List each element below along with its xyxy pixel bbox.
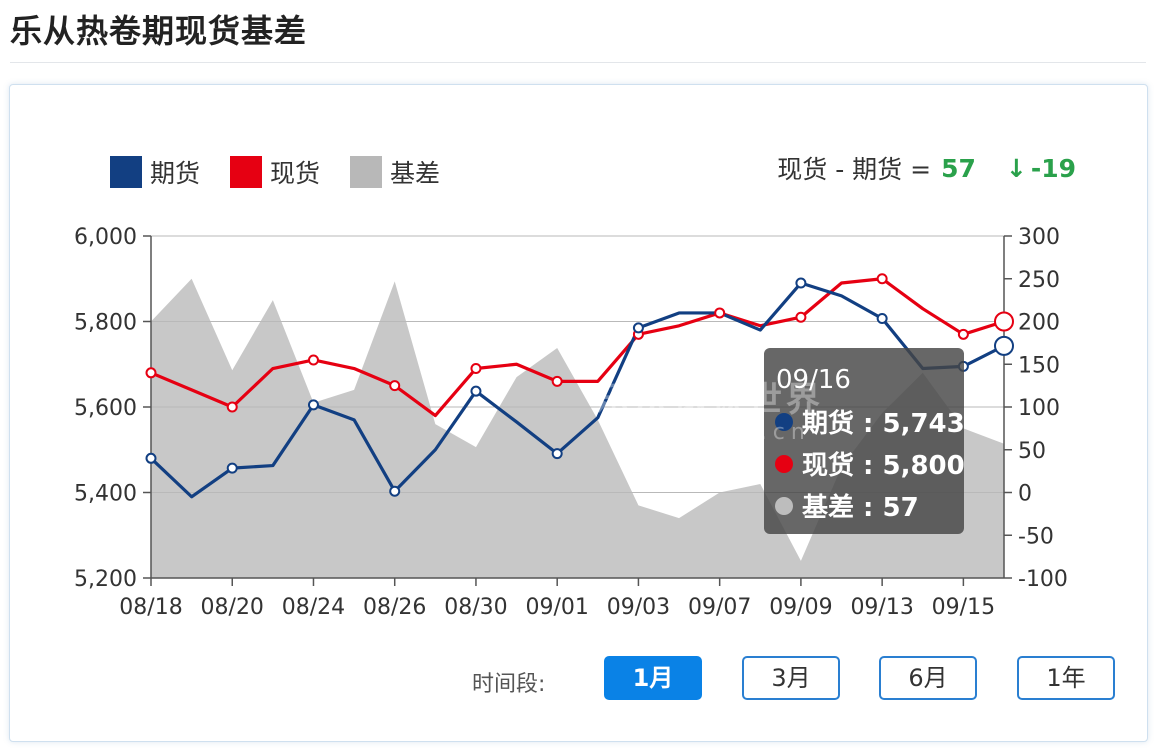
legend-swatch-spot <box>230 156 263 188</box>
y-right-tick-label: 300 <box>1018 225 1060 250</box>
basis-summary: 现货 - 期货 = 57 ↓ -19 <box>777 150 1076 186</box>
watermark-text: 乐从钢铁世界 <box>596 380 824 420</box>
legend-label-basis: 基差 <box>390 159 441 188</box>
basis-summary-change: -19 <box>1030 153 1076 183</box>
y-right-tick-label: -50 <box>1018 524 1054 549</box>
y-right-tick-label: 250 <box>1018 268 1060 293</box>
x-tick-label: 09/15 <box>932 595 995 620</box>
tooltip-row: 现货 : 5,800 <box>802 450 965 481</box>
y-right-tick-label: 50 <box>1018 439 1046 464</box>
x-tick-label: 08/30 <box>444 595 507 620</box>
futures-point <box>551 448 563 460</box>
range-button-1y[interactable]: 1年 <box>1017 656 1115 700</box>
x-tick-label: 08/26 <box>363 595 426 620</box>
tooltip-date: 09/16 <box>776 365 851 395</box>
x-tick-label: 09/09 <box>769 595 832 620</box>
futures-point <box>632 322 644 334</box>
tooltip-dot <box>775 413 793 431</box>
legend-swatch-basis <box>350 156 383 188</box>
tooltip-row: 基差 : 57 <box>802 492 919 523</box>
spot-line <box>150 277 1005 418</box>
legend-label-futures: 期货 <box>150 159 201 188</box>
x-tick-label: 09/01 <box>525 595 588 620</box>
watermark-url: www.lcgt.cn <box>612 420 811 445</box>
futures-point <box>470 385 482 397</box>
futures-point <box>226 462 238 474</box>
basis-summary-label: 现货 - 期货 = <box>777 155 932 184</box>
y-right-tick-label: 200 <box>1018 311 1060 336</box>
spot-point <box>226 401 238 413</box>
spot-point <box>876 273 888 285</box>
tooltip-box <box>764 348 964 534</box>
tooltip-row: 期货 : 5,743 <box>802 408 965 439</box>
range-label: 时间段: <box>472 672 546 697</box>
x-tick-label: 08/18 <box>119 595 182 620</box>
title-divider <box>10 62 1146 63</box>
y-right-tick-label: 0 <box>1018 482 1032 507</box>
y-right-tick-label: -100 <box>1018 567 1068 592</box>
x-tick-label: 09/13 <box>850 595 913 620</box>
spot-point <box>470 363 482 375</box>
spot-point <box>957 328 969 340</box>
down-arrow-icon: ↓ <box>1005 153 1027 183</box>
x-tick-label: 09/03 <box>607 595 670 620</box>
legend-item-futures[interactable]: 期货 <box>110 154 200 190</box>
y-left-tick-label: 5,200 <box>74 567 137 592</box>
y-right-tick-label: 100 <box>1018 396 1060 421</box>
legend-item-basis[interactable]: 基差 <box>350 154 440 190</box>
spot-point <box>714 307 726 319</box>
page-title: 乐从热卷期现货基差 <box>10 12 308 50</box>
y-left-tick-label: 5,400 <box>74 482 137 507</box>
legend-label-spot: 现货 <box>270 159 321 188</box>
futures-point <box>145 452 157 464</box>
x-tick-label: 09/07 <box>688 595 751 620</box>
x-tick-label: 08/24 <box>282 595 345 620</box>
tooltip-dot <box>775 455 793 473</box>
legend-item-spot[interactable]: 现货 <box>230 154 320 190</box>
y-left-tick-label: 5,800 <box>74 311 137 336</box>
spot-point <box>145 367 157 379</box>
spot-point <box>307 354 319 366</box>
tooltip-dot <box>775 497 793 515</box>
futures-point <box>389 485 401 497</box>
basis-summary-value: 57 <box>941 153 976 183</box>
spot-point-highlight <box>994 311 1014 332</box>
futures-point <box>795 277 807 289</box>
legend-swatch-futures <box>110 156 142 188</box>
y-left-tick-label: 6,000 <box>74 225 137 250</box>
basis-area <box>151 278 1004 578</box>
futures-point <box>307 399 319 411</box>
spot-point <box>389 380 401 392</box>
y-left-tick-label: 5,600 <box>74 396 137 421</box>
y-right-tick-label: 150 <box>1018 353 1060 378</box>
futures-point <box>876 313 888 325</box>
x-tick-label: 08/20 <box>201 595 264 620</box>
futures-point-highlight <box>994 335 1014 356</box>
range-button-1m[interactable]: 1月 <box>604 656 702 700</box>
chart-legend: 期货 现货 基差 <box>110 154 470 190</box>
range-button-3m[interactable]: 3月 <box>742 656 840 700</box>
spot-point <box>551 375 563 387</box>
spot-point <box>795 311 807 323</box>
range-button-6m[interactable]: 6月 <box>879 656 977 700</box>
futures-line <box>149 281 1005 499</box>
